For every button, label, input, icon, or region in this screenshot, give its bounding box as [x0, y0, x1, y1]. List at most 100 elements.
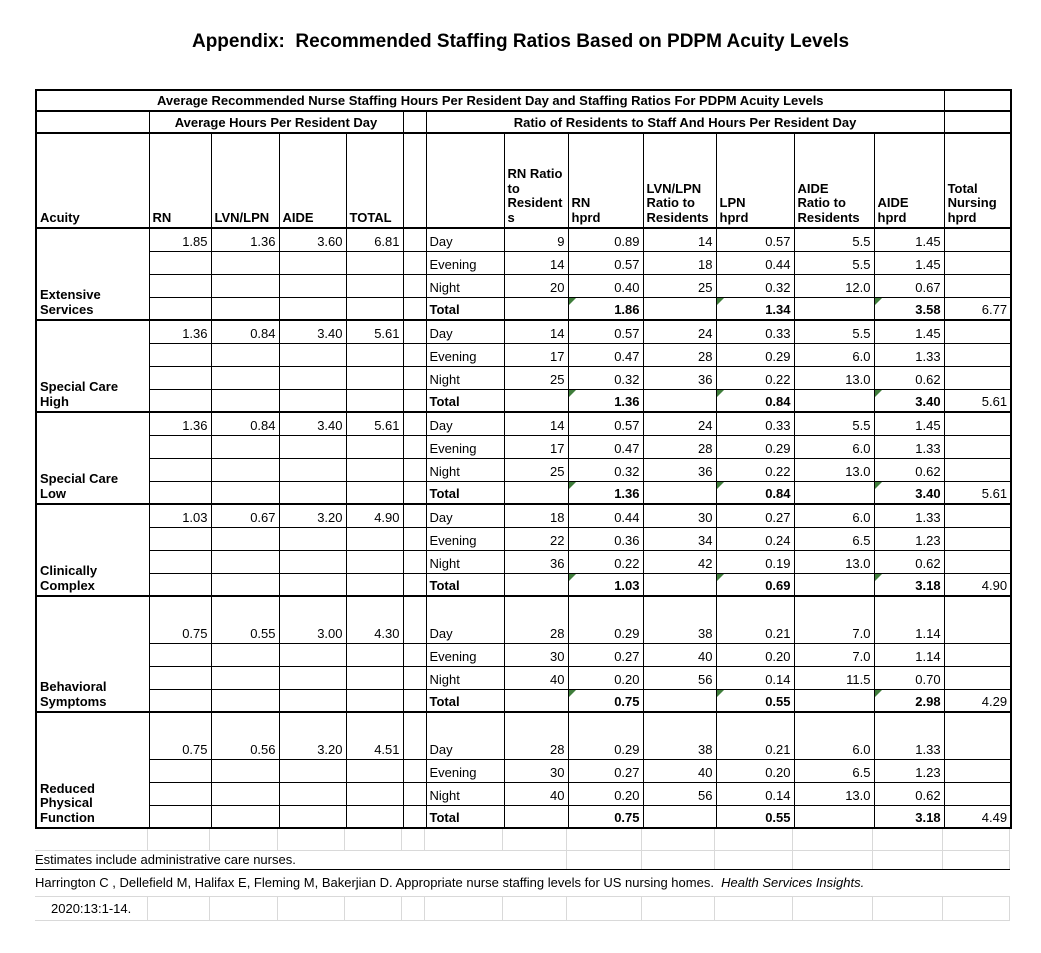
- total-nursing-hprd-value: [943, 503, 1012, 528]
- empty-cell: [210, 665, 280, 690]
- empty-cell: [345, 342, 404, 367]
- lpn-hprd-total: 0.55: [715, 804, 795, 829]
- aide-ratio-value: 5.5: [793, 250, 875, 275]
- rn-hprd-value: 0.29: [567, 595, 644, 644]
- cell-error-flag-icon: [717, 690, 724, 697]
- avg-lvn-lpn: 0.84: [210, 319, 280, 344]
- rn-ratio-value: 18: [503, 503, 569, 528]
- empty-cell: [148, 457, 212, 482]
- grid-line: [277, 829, 278, 850]
- aide-hprd-total: 3.18: [873, 804, 945, 829]
- grid-line: [942, 897, 943, 920]
- grid-line: [566, 897, 567, 920]
- rn-hprd-total: 0.75: [567, 804, 644, 829]
- empty-cell: [148, 273, 212, 298]
- grid-line: [942, 829, 943, 850]
- shift-label: Day: [425, 411, 505, 436]
- grid-line: [401, 829, 402, 850]
- total-nursing-hprd-value: [943, 273, 1012, 298]
- lvn-ratio-value: 18: [642, 250, 717, 275]
- shift-label: Day: [425, 503, 505, 528]
- lpn-hprd-total: 0.55: [715, 688, 795, 713]
- lpn-hprd-value: 0.33: [715, 411, 795, 436]
- col-header-aide-ratio: AIDE Ratio to Residents: [793, 132, 875, 229]
- rn-hprd-value: 0.57: [567, 250, 644, 275]
- rn-hprd-value: 0.20: [567, 665, 644, 690]
- avg-lvn-lpn: 0.84: [210, 411, 280, 436]
- empty-cell: [210, 273, 280, 298]
- cell-error-flag-icon: [875, 390, 882, 397]
- rn-ratio-value: 28: [503, 711, 569, 760]
- acuity-label: Reduced Physical Function: [35, 711, 150, 829]
- empty-cell: [345, 388, 404, 413]
- total-nursing-hprd-value: [943, 549, 1012, 574]
- grid-line: [641, 851, 642, 869]
- shift-label: Day: [425, 319, 505, 344]
- total-label: Total: [425, 688, 505, 713]
- grid-line: [147, 897, 148, 920]
- empty-cell: [278, 549, 347, 574]
- empty-cell: [345, 480, 404, 505]
- total-nursing-hprd-value: [943, 434, 1012, 459]
- total-nursing-hprd-value: 4.29: [943, 688, 1012, 713]
- rn-ratio-value: [503, 480, 569, 505]
- empty-cell: [278, 434, 347, 459]
- table-body: Extensive Services 1.85 1.36 3.60 6.81 Day 9 0.…: [35, 227, 1012, 829]
- rn-hprd-value: 0.47: [567, 434, 644, 459]
- empty-cell: [35, 110, 150, 134]
- shift-label: Evening: [425, 526, 505, 551]
- aide-ratio-value: [793, 804, 875, 829]
- spacer-cell: [402, 665, 427, 690]
- acuity-label: Special Care High: [35, 319, 150, 413]
- rn-ratio-value: [503, 688, 569, 713]
- empty-cell: [278, 781, 347, 806]
- spacer-cell: [402, 758, 427, 783]
- empty-cell: [402, 110, 427, 134]
- aide-hprd-value: 0.62: [873, 457, 945, 482]
- shift-label: Day: [425, 227, 505, 252]
- avg-aide: 3.40: [278, 319, 347, 344]
- rn-ratio-value: 40: [503, 781, 569, 806]
- citation-journal-italic: Health Services Insights.: [721, 875, 865, 890]
- empty-cell: [402, 132, 427, 229]
- lpn-hprd-value: 0.21: [715, 595, 795, 644]
- lvn-ratio-value: 25: [642, 273, 717, 298]
- empty-cell: [345, 250, 404, 275]
- avg-total: 5.61: [345, 411, 404, 436]
- empty-cell: [148, 804, 212, 829]
- acuity-label: Behavioral Symptoms: [35, 595, 150, 713]
- lpn-hprd-total: 1.34: [715, 296, 795, 321]
- grid-line: [641, 897, 642, 920]
- total-nursing-hprd-value: [943, 526, 1012, 551]
- lvn-ratio-value: 40: [642, 642, 717, 667]
- aide-hprd-value: 0.70: [873, 665, 945, 690]
- rn-ratio-value: 14: [503, 411, 569, 436]
- lvn-ratio-value: 24: [642, 319, 717, 344]
- grid-line: [942, 851, 943, 869]
- aide-hprd-value: 1.33: [873, 342, 945, 367]
- empty-cell: [148, 434, 212, 459]
- rn-ratio-value: 25: [503, 365, 569, 390]
- empty-cell: [278, 572, 347, 597]
- spacer-cell: [402, 250, 427, 275]
- avg-total: 6.81: [345, 227, 404, 252]
- cell-error-flag-icon: [717, 482, 724, 489]
- aide-hprd-value: 1.33: [873, 434, 945, 459]
- grid-line: [424, 897, 425, 920]
- empty-cell: [210, 758, 280, 783]
- empty-cell: [425, 132, 505, 229]
- empty-grid-row: [35, 829, 1010, 851]
- spacer-cell: [402, 457, 427, 482]
- empty-cell: [345, 457, 404, 482]
- spacer-cell: [402, 526, 427, 551]
- total-nursing-hprd-value: 5.61: [943, 388, 1012, 413]
- shift-label: Evening: [425, 758, 505, 783]
- grid-line: [872, 829, 873, 850]
- shift-label: Evening: [425, 250, 505, 275]
- total-nursing-hprd-value: [943, 711, 1012, 760]
- rn-ratio-value: [503, 296, 569, 321]
- table-main-header: Average Recommended Nurse Staffing Hours…: [35, 89, 945, 112]
- rn-hprd-value: 0.22: [567, 549, 644, 574]
- col-header-lvn-ratio: LVN/LPN Ratio to Residents: [642, 132, 717, 229]
- spacer-cell: [402, 503, 427, 528]
